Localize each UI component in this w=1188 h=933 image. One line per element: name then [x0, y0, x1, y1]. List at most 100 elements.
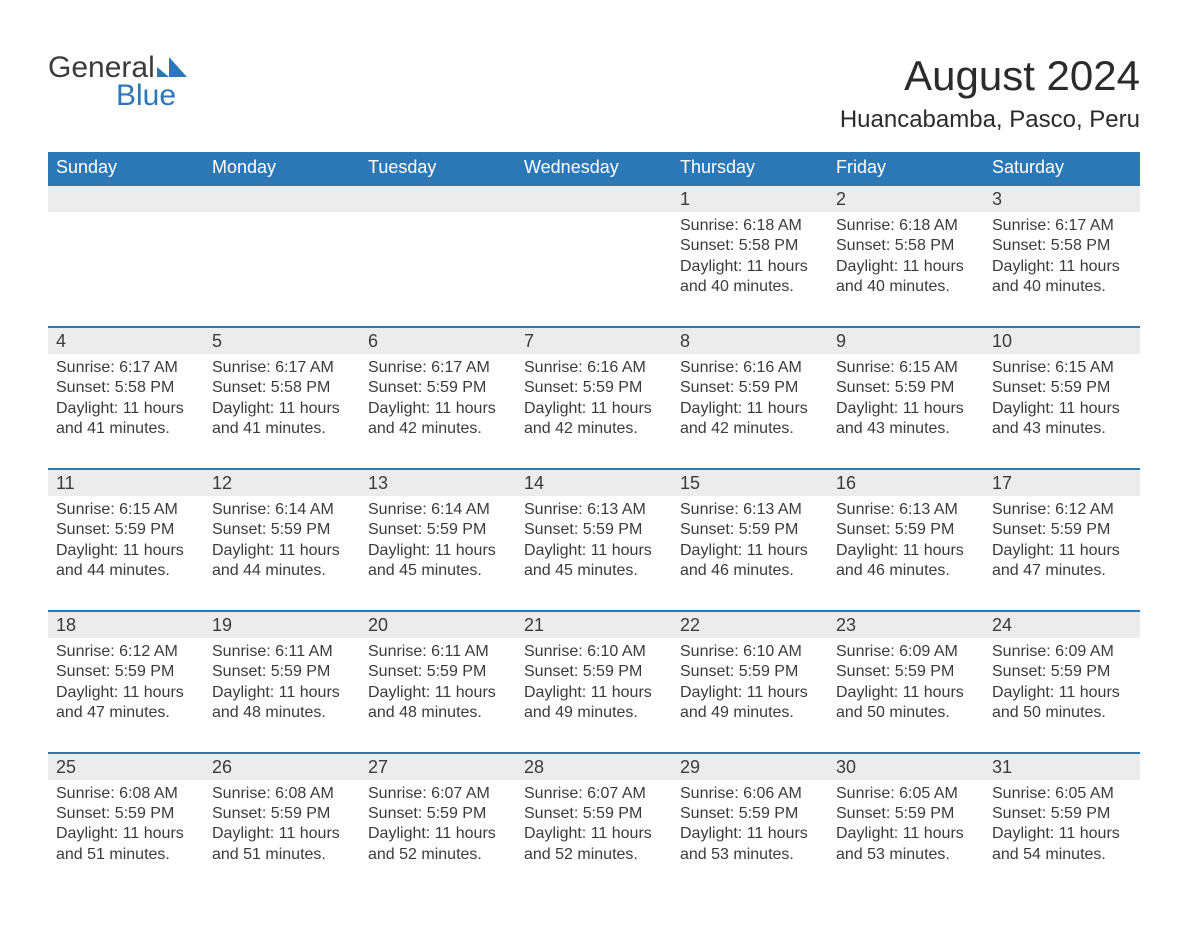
day-number — [48, 184, 204, 212]
calendar-day-cell: 9Sunrise: 6:15 AMSunset: 5:59 PMDaylight… — [828, 326, 984, 468]
sunrise-line: Sunrise: 6:17 AM — [56, 358, 196, 378]
sunset-line: Sunset: 5:59 PM — [992, 804, 1132, 824]
sunset-line: Sunset: 5:59 PM — [992, 662, 1132, 682]
calendar: SundayMondayTuesdayWednesdayThursdayFrid… — [48, 152, 1140, 893]
day-number: 31 — [984, 752, 1140, 780]
day-number: 26 — [204, 752, 360, 780]
day-details: Sunrise: 6:17 AMSunset: 5:59 PMDaylight:… — [360, 354, 516, 440]
calendar-day-cell: 12Sunrise: 6:14 AMSunset: 5:59 PMDayligh… — [204, 468, 360, 610]
daylight-line: Daylight: 11 hours and 42 minutes. — [524, 399, 664, 440]
calendar-day-cell: 23Sunrise: 6:09 AMSunset: 5:59 PMDayligh… — [828, 610, 984, 752]
sunset-line: Sunset: 5:59 PM — [212, 662, 352, 682]
daylight-line: Daylight: 11 hours and 44 minutes. — [56, 541, 196, 582]
daylight-line: Daylight: 11 hours and 41 minutes. — [56, 399, 196, 440]
daylight-line: Daylight: 11 hours and 40 minutes. — [836, 257, 976, 298]
day-number: 30 — [828, 752, 984, 780]
daylight-line: Daylight: 11 hours and 41 minutes. — [212, 399, 352, 440]
sunset-line: Sunset: 5:59 PM — [992, 378, 1132, 398]
daylight-line: Daylight: 11 hours and 50 minutes. — [836, 683, 976, 724]
calendar-day-cell: 20Sunrise: 6:11 AMSunset: 5:59 PMDayligh… — [360, 610, 516, 752]
calendar-day-cell — [48, 184, 204, 326]
calendar-day-cell: 1Sunrise: 6:18 AMSunset: 5:58 PMDaylight… — [672, 184, 828, 326]
daylight-line: Daylight: 11 hours and 52 minutes. — [524, 824, 664, 865]
sunrise-line: Sunrise: 6:10 AM — [524, 642, 664, 662]
daylight-line: Daylight: 11 hours and 49 minutes. — [680, 683, 820, 724]
sunrise-line: Sunrise: 6:17 AM — [992, 216, 1132, 236]
day-number: 15 — [672, 468, 828, 496]
weekday-header-cell: Friday — [828, 152, 984, 184]
calendar-day-cell: 13Sunrise: 6:14 AMSunset: 5:59 PMDayligh… — [360, 468, 516, 610]
calendar-day-cell: 5Sunrise: 6:17 AMSunset: 5:58 PMDaylight… — [204, 326, 360, 468]
calendar-day-cell: 26Sunrise: 6:08 AMSunset: 5:59 PMDayligh… — [204, 752, 360, 894]
day-details: Sunrise: 6:17 AMSunset: 5:58 PMDaylight:… — [204, 354, 360, 440]
day-details: Sunrise: 6:14 AMSunset: 5:59 PMDaylight:… — [360, 496, 516, 582]
calendar-day-cell: 27Sunrise: 6:07 AMSunset: 5:59 PMDayligh… — [360, 752, 516, 894]
sunset-line: Sunset: 5:59 PM — [836, 662, 976, 682]
day-number: 4 — [48, 326, 204, 354]
weekday-header-cell: Tuesday — [360, 152, 516, 184]
day-details: Sunrise: 6:18 AMSunset: 5:58 PMDaylight:… — [828, 212, 984, 298]
daylight-line: Daylight: 11 hours and 52 minutes. — [368, 824, 508, 865]
daylight-line: Daylight: 11 hours and 51 minutes. — [56, 824, 196, 865]
sunrise-line: Sunrise: 6:17 AM — [212, 358, 352, 378]
day-details: Sunrise: 6:14 AMSunset: 5:59 PMDaylight:… — [204, 496, 360, 582]
sunset-line: Sunset: 5:59 PM — [680, 804, 820, 824]
calendar-week-row: 1Sunrise: 6:18 AMSunset: 5:58 PMDaylight… — [48, 184, 1140, 326]
sunrise-line: Sunrise: 6:06 AM — [680, 784, 820, 804]
day-details: Sunrise: 6:17 AMSunset: 5:58 PMDaylight:… — [48, 354, 204, 440]
daylight-line: Daylight: 11 hours and 49 minutes. — [524, 683, 664, 724]
daylight-line: Daylight: 11 hours and 40 minutes. — [680, 257, 820, 298]
sunrise-line: Sunrise: 6:15 AM — [836, 358, 976, 378]
sunset-line: Sunset: 5:59 PM — [680, 378, 820, 398]
day-number: 13 — [360, 468, 516, 496]
sunset-line: Sunset: 5:59 PM — [56, 662, 196, 682]
day-number: 25 — [48, 752, 204, 780]
day-number: 2 — [828, 184, 984, 212]
brand-logo: General Blue — [48, 52, 189, 111]
calendar-day-cell: 30Sunrise: 6:05 AMSunset: 5:59 PMDayligh… — [828, 752, 984, 894]
sunrise-line: Sunrise: 6:09 AM — [836, 642, 976, 662]
day-details: Sunrise: 6:12 AMSunset: 5:59 PMDaylight:… — [984, 496, 1140, 582]
sunset-line: Sunset: 5:59 PM — [368, 378, 508, 398]
day-details: Sunrise: 6:07 AMSunset: 5:59 PMDaylight:… — [516, 780, 672, 866]
sunset-line: Sunset: 5:59 PM — [212, 804, 352, 824]
day-number: 16 — [828, 468, 984, 496]
daylight-line: Daylight: 11 hours and 50 minutes. — [992, 683, 1132, 724]
calendar-week-row: 4Sunrise: 6:17 AMSunset: 5:58 PMDaylight… — [48, 326, 1140, 468]
day-number: 7 — [516, 326, 672, 354]
daylight-line: Daylight: 11 hours and 42 minutes. — [368, 399, 508, 440]
sunset-line: Sunset: 5:59 PM — [524, 520, 664, 540]
sunrise-line: Sunrise: 6:13 AM — [680, 500, 820, 520]
calendar-day-cell: 17Sunrise: 6:12 AMSunset: 5:59 PMDayligh… — [984, 468, 1140, 610]
daylight-line: Daylight: 11 hours and 46 minutes. — [680, 541, 820, 582]
calendar-week-row: 11Sunrise: 6:15 AMSunset: 5:59 PMDayligh… — [48, 468, 1140, 610]
sunrise-line: Sunrise: 6:18 AM — [680, 216, 820, 236]
day-details: Sunrise: 6:09 AMSunset: 5:59 PMDaylight:… — [828, 638, 984, 724]
weekday-header-cell: Saturday — [984, 152, 1140, 184]
daylight-line: Daylight: 11 hours and 53 minutes. — [680, 824, 820, 865]
calendar-day-cell: 21Sunrise: 6:10 AMSunset: 5:59 PMDayligh… — [516, 610, 672, 752]
daylight-line: Daylight: 11 hours and 42 minutes. — [680, 399, 820, 440]
day-details: Sunrise: 6:12 AMSunset: 5:59 PMDaylight:… — [48, 638, 204, 724]
sunrise-line: Sunrise: 6:15 AM — [56, 500, 196, 520]
calendar-day-cell: 6Sunrise: 6:17 AMSunset: 5:59 PMDaylight… — [360, 326, 516, 468]
day-details: Sunrise: 6:13 AMSunset: 5:59 PMDaylight:… — [828, 496, 984, 582]
day-details: Sunrise: 6:05 AMSunset: 5:59 PMDaylight:… — [984, 780, 1140, 866]
calendar-week-row: 18Sunrise: 6:12 AMSunset: 5:59 PMDayligh… — [48, 610, 1140, 752]
sunrise-line: Sunrise: 6:11 AM — [212, 642, 352, 662]
sunrise-line: Sunrise: 6:16 AM — [680, 358, 820, 378]
day-number: 8 — [672, 326, 828, 354]
sunrise-line: Sunrise: 6:07 AM — [524, 784, 664, 804]
sunset-line: Sunset: 5:58 PM — [680, 236, 820, 256]
day-number: 20 — [360, 610, 516, 638]
day-number — [516, 184, 672, 212]
day-number: 27 — [360, 752, 516, 780]
sunset-line: Sunset: 5:59 PM — [836, 520, 976, 540]
sunrise-line: Sunrise: 6:05 AM — [992, 784, 1132, 804]
day-details: Sunrise: 6:15 AMSunset: 5:59 PMDaylight:… — [984, 354, 1140, 440]
day-number: 3 — [984, 184, 1140, 212]
day-number — [360, 184, 516, 212]
daylight-line: Daylight: 11 hours and 51 minutes. — [212, 824, 352, 865]
sunrise-line: Sunrise: 6:08 AM — [56, 784, 196, 804]
calendar-day-cell: 28Sunrise: 6:07 AMSunset: 5:59 PMDayligh… — [516, 752, 672, 894]
